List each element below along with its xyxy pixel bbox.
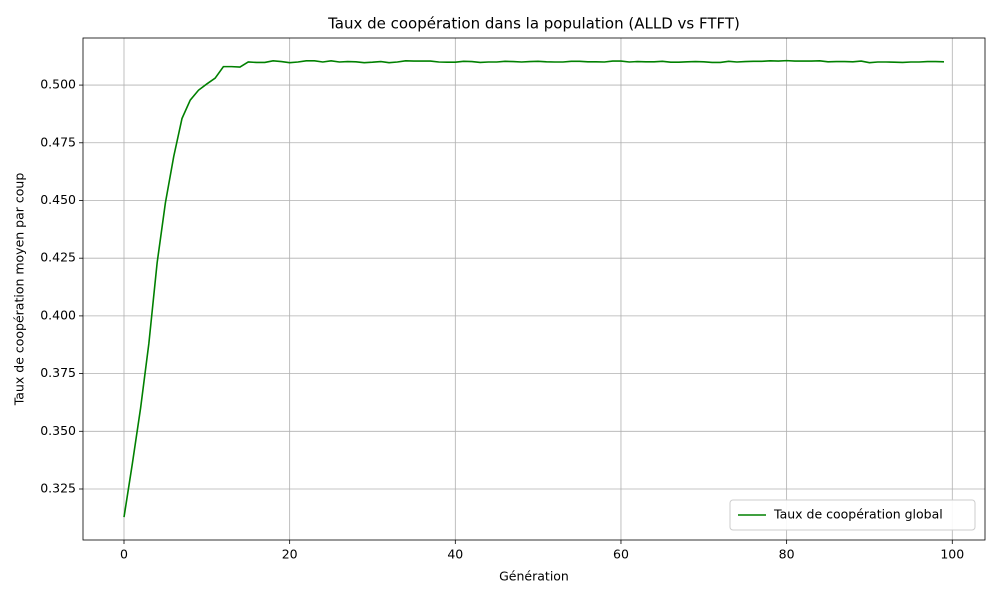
x-tick-label: 60 — [613, 547, 629, 562]
data-line — [123, 59, 945, 518]
x-axis-label: Génération — [499, 569, 569, 584]
y-tick-label: 0.375 — [40, 365, 76, 380]
y-tick-label: 0.400 — [40, 307, 76, 322]
legend-label: Taux de coopération global — [773, 507, 943, 522]
y-tick-label: 0.325 — [40, 480, 76, 495]
y-tick-label: 0.425 — [40, 250, 76, 265]
legend-box — [729, 499, 976, 531]
y-axis-label: Taux de coopération moyen par coup — [12, 173, 27, 407]
x-tick-label: 0 — [120, 547, 128, 562]
y-tick-label: 0.350 — [40, 423, 76, 438]
x-tick-label: 40 — [447, 547, 463, 562]
x-tick-label: 100 — [940, 547, 964, 562]
y-tick-label: 0.500 — [40, 77, 76, 92]
plot-frame — [82, 37, 986, 541]
x-tick-label: 80 — [779, 547, 795, 562]
x-tick-label: 20 — [282, 547, 298, 562]
y-tick-label: 0.450 — [40, 192, 76, 207]
y-tick-label: 0.475 — [40, 134, 76, 149]
chart-title: Taux de coopération dans la population (… — [327, 15, 740, 33]
